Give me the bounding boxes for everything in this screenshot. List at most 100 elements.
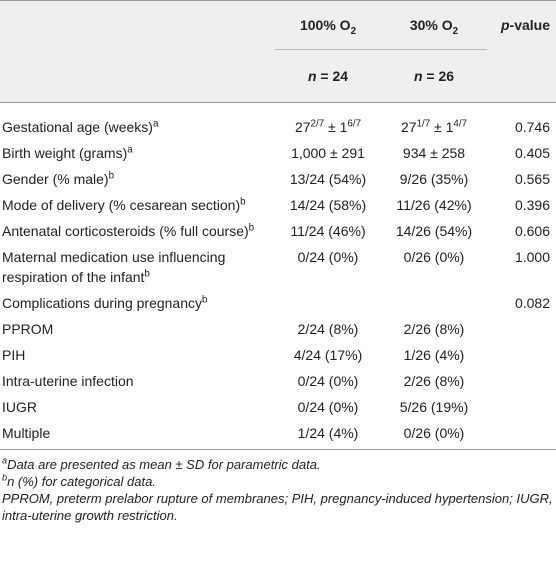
- superscript: 6/7: [347, 118, 362, 130]
- superscript: b: [202, 294, 208, 306]
- text: 1/24 (4%): [297, 425, 359, 441]
- text: Gender (% male): [2, 171, 109, 187]
- table-cell: IUGR: [0, 394, 275, 420]
- subscript: 2: [350, 25, 357, 37]
- table-cell: Multiple: [0, 420, 275, 450]
- text: 0.405: [514, 145, 550, 161]
- superscript: b: [248, 222, 255, 234]
- table-cell: Mode of delivery (% cesarean section)b: [0, 192, 275, 218]
- table-cell: [487, 49, 556, 103]
- table-cell: 2/26 (8%): [381, 368, 487, 394]
- table-cell: [487, 342, 556, 368]
- table-cell: 0/26 (0%): [381, 420, 487, 450]
- text: 9/26 (35%): [399, 171, 469, 187]
- text: Maternal medication use influencing resp…: [2, 249, 226, 285]
- table-cell: 0/26 (0%): [381, 244, 487, 290]
- table-row: IUGR 0/24 (0%) 5/26 (19%): [0, 394, 556, 420]
- table-cell: 1.000: [487, 244, 556, 290]
- table-body: Gestational age (weeks)a 272/7 ± 16/7 271/…: [0, 103, 556, 450]
- table-cell: 0.082: [487, 290, 556, 316]
- header-row: 100% O2 30% O2 p-value: [0, 0, 556, 50]
- text: 2/24 (8%): [297, 321, 359, 337]
- table-cell: 1,000 ± 291: [275, 140, 381, 166]
- table-cell: [275, 290, 381, 316]
- text: 0.082: [514, 295, 550, 311]
- table-cell: [0, 0, 275, 50]
- superscript: b: [144, 268, 150, 280]
- table-cell: 2/26 (8%): [381, 316, 487, 342]
- table-cell: 0/24 (0%): [275, 368, 381, 394]
- table-cell: 0/24 (0%): [275, 244, 381, 290]
- text: PPROM: [2, 321, 54, 337]
- superscript: a: [2, 455, 8, 466]
- subscript: 2: [452, 25, 459, 37]
- footnote: PPROM, preterm prelabor rupture of membr…: [2, 490, 554, 524]
- text: 934 ± 258: [402, 145, 466, 161]
- table-cell: PPROM: [0, 316, 275, 342]
- table-cell: 1/24 (4%): [275, 420, 381, 450]
- table-row: Maternal medication use influencing resp…: [0, 244, 556, 290]
- footnote: bn (%) for categorical data.: [2, 473, 554, 490]
- table-cell: 0.396: [487, 192, 556, 218]
- text: 1/26 (4%): [403, 347, 465, 363]
- table-cell: 272/7 ± 16/7: [275, 103, 381, 141]
- table-row: Birth weight (grams)a 1,000 ± 291 934 ± 25…: [0, 140, 556, 166]
- text: 27: [294, 119, 311, 135]
- text: PIH: [2, 347, 26, 363]
- text: 14/26 (54%): [395, 223, 473, 239]
- table-cell: 1/26 (4%): [381, 342, 487, 368]
- table-row: Intra-uterine infection 0/24 (0%) 2/26 (8%…: [0, 368, 556, 394]
- text: -value: [509, 17, 550, 34]
- text: 1,000 ± 291: [291, 145, 365, 161]
- text: 4/24 (17%): [293, 347, 363, 363]
- superscript: 2/7: [310, 118, 325, 130]
- superscript: b: [108, 170, 115, 182]
- superscript: b: [240, 196, 246, 208]
- text: Antenatal corticosteroids (% full course…: [2, 223, 249, 239]
- text: 0/24 (0%): [297, 249, 359, 265]
- table-cell: [487, 420, 556, 450]
- table-cell: Intra-uterine infection: [0, 368, 275, 394]
- table-cell: p-value: [487, 0, 556, 50]
- text: 13/24 (54%): [289, 171, 367, 187]
- table-row: Mode of delivery (% cesarean section)b 14…: [0, 192, 556, 218]
- table-cell: 13/24 (54%): [275, 166, 381, 192]
- table-cell: 9/26 (35%): [381, 166, 487, 192]
- italic-text: n: [307, 68, 317, 84]
- table-cell: n = 26: [381, 49, 487, 103]
- table-cell: 2/24 (8%): [275, 316, 381, 342]
- table-cell: Gender (% male)b: [0, 166, 275, 192]
- text: 0/24 (0%): [297, 373, 359, 389]
- text: 2/26 (8%): [403, 321, 465, 337]
- superscript: a: [152, 118, 159, 130]
- text: = 24: [316, 68, 349, 84]
- text: 100% O: [299, 17, 351, 33]
- text: IUGR: [2, 399, 37, 415]
- footnote: aData are presented as mean ± SD for par…: [2, 456, 554, 473]
- table-cell: n = 24: [275, 49, 381, 103]
- text: 0.565: [514, 171, 550, 187]
- text: ± 1: [324, 119, 348, 135]
- text: ± 1: [430, 119, 454, 135]
- table-cell: Maternal medication use influencing resp…: [0, 244, 275, 290]
- text: 5/26 (19%): [399, 399, 469, 415]
- superscript: 1/7: [416, 118, 431, 130]
- text: 11/24 (46%): [290, 223, 366, 239]
- text: 0/26 (0%): [403, 249, 465, 265]
- table-cell: 271/7 ± 14/7: [381, 103, 487, 141]
- footnotes: aData are presented as mean ± SD for par…: [0, 450, 556, 524]
- table-cell: 14/26 (54%): [381, 218, 487, 244]
- table-cell: 100% O2: [275, 0, 381, 50]
- table-cell: 4/24 (17%): [275, 342, 381, 368]
- text: = 26: [422, 68, 455, 84]
- superscript: b: [2, 472, 8, 483]
- table-row: PPROM 2/24 (8%) 2/26 (8%): [0, 316, 556, 342]
- text: 0.396: [514, 197, 550, 213]
- table-cell: [487, 368, 556, 394]
- table-cell: [0, 49, 275, 103]
- text: 11/26 (42%): [396, 197, 472, 213]
- table-cell: Birth weight (grams)a: [0, 140, 275, 166]
- text: (%) for categorical data.: [14, 474, 156, 489]
- superscript: 4/7: [453, 118, 468, 130]
